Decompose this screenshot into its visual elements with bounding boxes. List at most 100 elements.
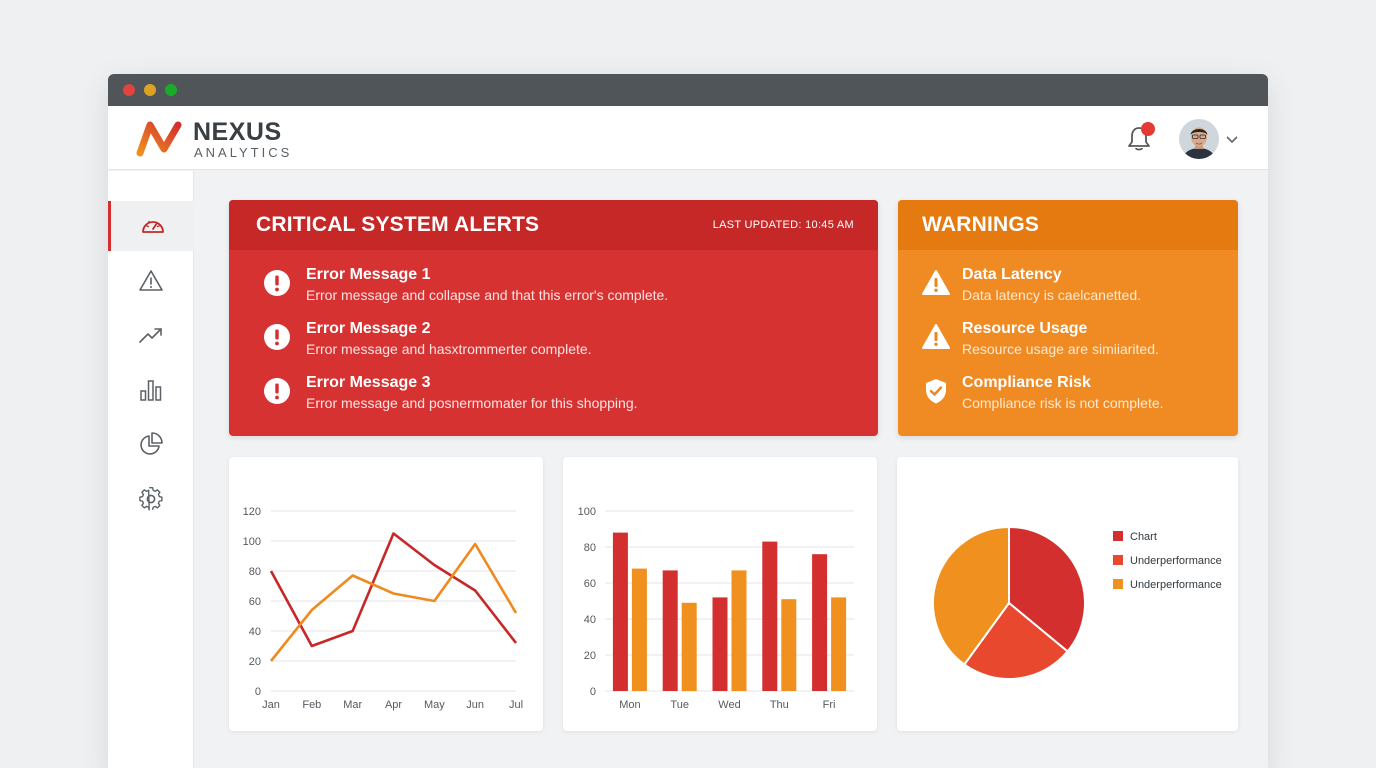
x-tick-label: Apr — [385, 699, 402, 711]
sidebar-item-dashboard[interactable] — [108, 201, 194, 251]
x-tick-label: Tue — [670, 699, 689, 711]
x-tick-label: Mon — [619, 699, 640, 711]
speedometer-icon — [141, 220, 164, 233]
user-avatar[interactable] — [1179, 119, 1219, 159]
warning-title: Resource Usage — [962, 320, 1088, 337]
legend-swatch — [1113, 579, 1123, 589]
warning-title: Compliance Risk — [962, 374, 1091, 391]
x-tick-label: Jul — [509, 699, 523, 711]
legend-label: Underperformance — [1130, 579, 1222, 591]
title-bar — [108, 74, 1268, 106]
last-updated-label: LAST UPDATED: 10:45 AM — [712, 219, 854, 231]
y-tick-label: 0 — [255, 686, 261, 698]
legend-swatch — [1113, 555, 1123, 565]
bar — [662, 570, 678, 691]
legend-label: Chart — [1130, 531, 1157, 543]
pie-chart: Chart Underperformance Underperformance — [932, 525, 1222, 680]
y-tick-label: 80 — [584, 542, 596, 554]
alert-title: Error Message 1 — [306, 266, 431, 283]
x-tick-label: Jan — [262, 699, 280, 711]
close-window-button[interactable] — [123, 84, 135, 96]
sidebar-item-reports[interactable] — [108, 365, 194, 415]
warnings-header: WARNINGS — [898, 200, 1238, 250]
bar — [831, 597, 847, 691]
warnings-card: WARNINGS Data Latency Data latency is ca… — [898, 200, 1238, 436]
x-tick-label: Jun — [466, 699, 484, 711]
critical-alerts-card: CRITICAL SYSTEM ALERTS LAST UPDATED: 10:… — [229, 200, 878, 436]
line-chart-panel: 0 20 40 60 80 100 120 Jan Feb Mar Apr May Jun Jul — [229, 457, 543, 731]
series-line — [269, 532, 518, 648]
warning-description: Resource usage are simiiarited. — [962, 341, 1159, 357]
x-tick-label: Fri — [823, 699, 836, 711]
bar — [631, 568, 647, 691]
sidebar-item-settings[interactable] — [108, 474, 194, 524]
x-tick-label: Thu — [770, 699, 789, 711]
critical-alerts-header: CRITICAL SYSTEM ALERTS LAST UPDATED: 10:… — [229, 200, 878, 250]
app-window: NEXUS ANALYTICS — [108, 74, 1268, 768]
warning-description: Data latency is caelcanetted. — [962, 287, 1141, 303]
bar-chart-panel: 0 20 40 60 80 100 Mon Tue Wed Thu Fri — [563, 457, 877, 731]
sidebar-item-analytics[interactable] — [108, 419, 194, 469]
brand-name: NEXUS — [193, 118, 282, 146]
warning-icon — [139, 270, 163, 291]
y-tick-label: 100 — [578, 506, 596, 518]
alert-title: Error Message 3 — [306, 374, 431, 391]
legend-swatch — [1113, 531, 1123, 541]
sidebar — [108, 171, 194, 768]
bar — [781, 599, 797, 691]
y-tick-label: 60 — [249, 596, 261, 608]
y-tick-label: 80 — [249, 566, 261, 578]
y-tick-label: 0 — [590, 686, 596, 698]
minimize-window-button[interactable] — [144, 84, 156, 96]
warning-icon — [922, 270, 950, 295]
error-icon — [264, 324, 290, 350]
gear-icon — [139, 487, 163, 511]
alert-description: Error message and posnermomater for this… — [306, 395, 638, 411]
nexus-logo-icon[interactable] — [134, 119, 186, 159]
x-tick-label: Feb — [302, 699, 321, 711]
legend-label: Underperformance — [1130, 555, 1222, 567]
y-tick-label: 40 — [249, 626, 261, 638]
bar-chart: 0 20 40 60 80 100 Mon Tue Wed Thu Fri — [578, 506, 854, 711]
x-tick-label: Wed — [718, 699, 740, 711]
bar — [681, 602, 697, 691]
trend-up-icon — [139, 328, 162, 343]
sidebar-item-trends[interactable] — [108, 310, 194, 360]
alert-title: Error Message 2 — [306, 320, 431, 337]
alert-description: Error message and hasxtrommerter complet… — [306, 341, 592, 357]
chevron-down-icon[interactable] — [1226, 134, 1238, 144]
pie-chart-panel: Chart Underperformance Underperformance — [897, 457, 1238, 731]
pie-slice — [962, 601, 1069, 680]
notification-badge — [1141, 122, 1155, 136]
bar — [812, 554, 828, 691]
sidebar-item-alerts[interactable] — [108, 256, 194, 306]
bar — [762, 541, 778, 691]
alert-description: Error message and collapse and that this… — [306, 287, 669, 303]
x-tick-label: May — [424, 699, 445, 711]
warning-title: Data Latency — [962, 266, 1062, 283]
x-tick-label: Mar — [343, 699, 362, 711]
y-tick-label: 120 — [243, 506, 261, 518]
pie-chart-icon — [140, 432, 163, 455]
y-tick-label: 60 — [584, 578, 596, 590]
pie-slice — [1008, 525, 1086, 653]
bar — [712, 597, 728, 691]
maximize-window-button[interactable] — [165, 84, 177, 96]
shield-check-icon — [926, 379, 946, 404]
warning-icon — [922, 324, 950, 349]
y-tick-label: 40 — [584, 614, 596, 626]
brand-subtitle: ANALYTICS — [194, 145, 293, 160]
y-tick-label: 20 — [249, 656, 261, 668]
pie-slice — [932, 525, 1010, 666]
bar — [731, 570, 747, 691]
warning-description: Compliance risk is not complete. — [962, 395, 1164, 411]
line-chart: 0 20 40 60 80 100 120 Jan Feb Mar Apr May Jun Jul — [243, 506, 523, 711]
error-icon — [264, 270, 290, 296]
error-icon — [264, 378, 290, 404]
bar — [612, 532, 628, 691]
series-line — [269, 542, 518, 662]
y-tick-label: 20 — [584, 650, 596, 662]
top-header: NEXUS ANALYTICS — [108, 106, 1268, 170]
warnings-title: WARNINGS — [922, 213, 1040, 236]
y-tick-label: 100 — [243, 536, 261, 548]
